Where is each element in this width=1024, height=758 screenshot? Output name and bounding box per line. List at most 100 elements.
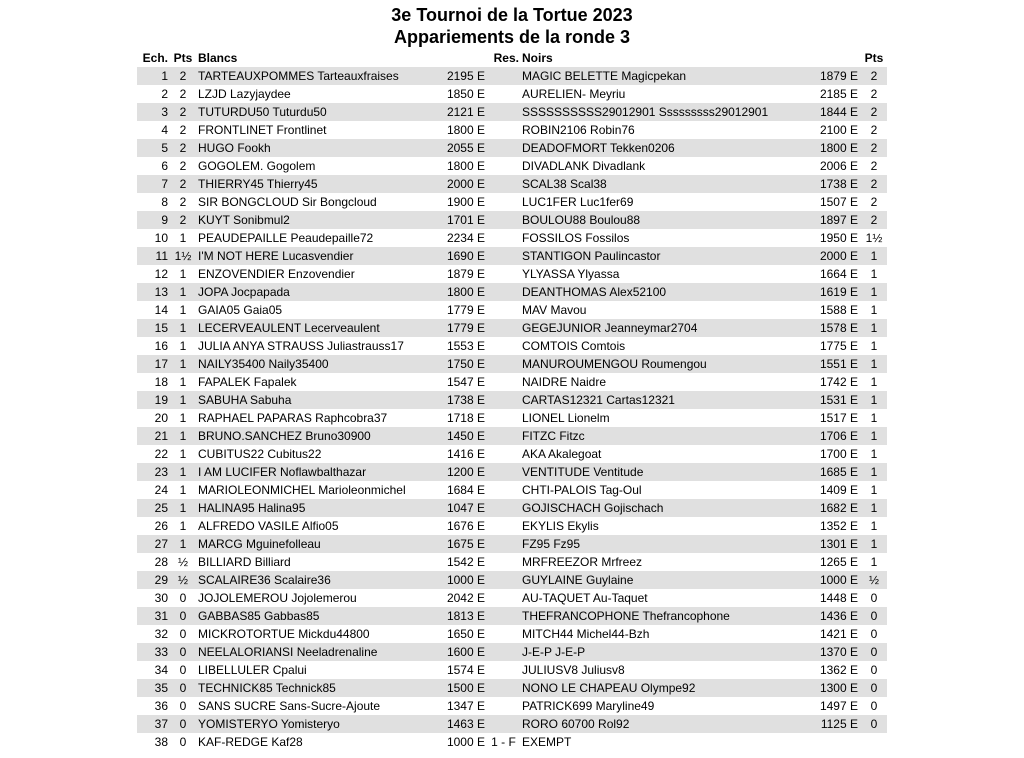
white-player: BRUNO.SANCHEZ Bruno30900 bbox=[194, 427, 440, 445]
black-player: CARTAS12321 Cartas12321 bbox=[519, 391, 810, 409]
table-row: 37 0 YOMISTERYO Yomisteryo 1463 E RORO 60700… bbox=[137, 715, 887, 733]
white-points: 1 bbox=[172, 319, 194, 337]
black-points: 2 bbox=[870, 159, 878, 173]
white-points: 2 bbox=[179, 195, 187, 209]
board-number: 34 bbox=[154, 663, 168, 677]
table-row: 20 1 RAPHAEL PAPARAS Raphcobra37 1718 E LION… bbox=[137, 409, 887, 427]
board-number: 31 bbox=[137, 607, 172, 625]
board-number: 19 bbox=[137, 391, 172, 409]
result bbox=[488, 589, 519, 607]
white-points: 1 bbox=[172, 283, 194, 301]
table-row: 9 2 KUYT Sonibmul2 1701 E BOULOU88 Boulou88 1… bbox=[137, 211, 887, 229]
board-number: 4 bbox=[161, 123, 168, 137]
black-points: 1 bbox=[870, 411, 878, 425]
black-rating: 1685 E bbox=[810, 463, 861, 481]
white-rating: 1347 E bbox=[446, 699, 485, 713]
black-player: SCAL38 Scal38 bbox=[519, 175, 810, 193]
white-rating: 1800 E bbox=[446, 159, 485, 173]
black-rating: 1897 E bbox=[810, 211, 861, 229]
black-points: 1 bbox=[861, 283, 887, 301]
result bbox=[488, 643, 519, 661]
white-points: 0 bbox=[179, 627, 187, 641]
black-player: GUYLAINE Guylaine bbox=[519, 571, 810, 589]
black-rating: 1738 E bbox=[810, 175, 861, 193]
black-points: 2 bbox=[861, 175, 887, 193]
black-points: 0 bbox=[861, 607, 887, 625]
header-ech: Ech. bbox=[142, 51, 168, 65]
white-player: GAIA05 Gaia05 bbox=[198, 303, 283, 317]
white-player: SABUHA Sabuha bbox=[194, 391, 440, 409]
table-row: 35 0 TECHNICK85 Technick85 1500 E NONO LE CH… bbox=[137, 679, 887, 697]
black-points: 2 bbox=[870, 195, 878, 209]
black-rating: 1362 E bbox=[819, 663, 858, 677]
black-rating: 1950 E bbox=[819, 231, 858, 245]
white-player: KUYT Sonibmul2 bbox=[194, 211, 440, 229]
result bbox=[488, 553, 519, 571]
black-rating: 1300 E bbox=[810, 679, 861, 697]
black-player: CHTI-PALOIS Tag-Oul bbox=[522, 483, 642, 497]
result bbox=[488, 661, 519, 679]
result bbox=[488, 139, 519, 157]
white-player: NAILY35400 Naily35400 bbox=[194, 355, 440, 373]
table-row: 33 0 NEELALORIANSI Neeladrenaline 1600 E J-E… bbox=[137, 643, 887, 661]
white-points: 2 bbox=[179, 159, 187, 173]
white-rating: 1675 E bbox=[440, 535, 488, 553]
black-player: MAV Mavou bbox=[522, 303, 587, 317]
white-points: 0 bbox=[179, 735, 187, 749]
board-number: 12 bbox=[154, 267, 168, 281]
black-player: MRFREEZOR Mrfreez bbox=[522, 555, 642, 569]
black-rating: 2100 E bbox=[819, 123, 858, 137]
board-number: 33 bbox=[137, 643, 172, 661]
table-row: 15 1 LECERVEAULENT Lecerveaulent 1779 E GEGE… bbox=[137, 319, 887, 337]
black-player: LUC1FER Luc1fer69 bbox=[522, 195, 634, 209]
white-rating: 1450 E bbox=[440, 427, 488, 445]
black-player: COMTOIS Comtois bbox=[522, 339, 626, 353]
black-points: 1½ bbox=[865, 231, 883, 245]
white-points: 1 bbox=[179, 267, 187, 281]
white-points: 1 bbox=[179, 339, 187, 353]
white-rating: 1600 E bbox=[440, 643, 488, 661]
black-rating: 1497 E bbox=[819, 699, 858, 713]
white-points: 1 bbox=[179, 447, 187, 461]
white-rating: 2000 E bbox=[440, 175, 488, 193]
table-row: 23 1 I AM LUCIFER Noflawbalthazar 1200 E VEN… bbox=[137, 463, 887, 481]
black-points: 1 bbox=[861, 391, 887, 409]
black-player: FZ95 Fz95 bbox=[519, 535, 810, 553]
board-number: 15 bbox=[137, 319, 172, 337]
white-rating: 1701 E bbox=[440, 211, 488, 229]
white-rating: 1813 E bbox=[440, 607, 488, 625]
white-rating: 2234 E bbox=[446, 231, 485, 245]
white-points: 2 bbox=[172, 139, 194, 157]
white-points: ½ bbox=[177, 555, 188, 569]
white-points: 1 bbox=[172, 463, 194, 481]
result bbox=[488, 121, 519, 139]
table-row: 22 1 CUBITUS22 Cubitus22 1416 E AKA Akalegoa… bbox=[137, 445, 887, 463]
board-number: 28 bbox=[154, 555, 168, 569]
black-points: 1 bbox=[870, 447, 878, 461]
white-player: I'M NOT HERE Lucasvendier bbox=[194, 247, 440, 265]
board-number: 1 bbox=[137, 67, 172, 85]
white-rating: 1750 E bbox=[440, 355, 488, 373]
result bbox=[488, 157, 519, 175]
white-points: 0 bbox=[172, 715, 194, 733]
black-points: 1 bbox=[870, 483, 878, 497]
table-row: 28 ½ BILLIARD Billiard 1542 E MRFREEZOR Mrfr… bbox=[137, 553, 887, 571]
white-points: 2 bbox=[172, 211, 194, 229]
board-number: 5 bbox=[137, 139, 172, 157]
result: 1 - F bbox=[491, 735, 516, 749]
white-rating: 1000 E bbox=[440, 571, 488, 589]
white-points: 1 bbox=[172, 391, 194, 409]
table-row: 7 2 THIERRY45 Thierry45 2000 E SCAL38 Scal38… bbox=[137, 175, 887, 193]
black-player: J-E-P J-E-P bbox=[519, 643, 810, 661]
black-player: VENTITUDE Ventitude bbox=[519, 463, 810, 481]
board-number: 13 bbox=[137, 283, 172, 301]
black-player: SSSSSSSSSS29012901 Sssssssss29012901 bbox=[519, 103, 810, 121]
black-points: 2 bbox=[861, 103, 887, 121]
black-points: 0 bbox=[861, 679, 887, 697]
board-number: 29 bbox=[137, 571, 172, 589]
table-row: 6 2 GOGOLEM. Gogolem 1800 E DIVADLANK Divadl… bbox=[137, 157, 887, 175]
black-rating: 1664 E bbox=[819, 267, 858, 281]
black-player: DIVADLANK Divadlank bbox=[522, 159, 646, 173]
black-points: 1 bbox=[861, 319, 887, 337]
black-player: EXEMPT bbox=[522, 735, 572, 749]
